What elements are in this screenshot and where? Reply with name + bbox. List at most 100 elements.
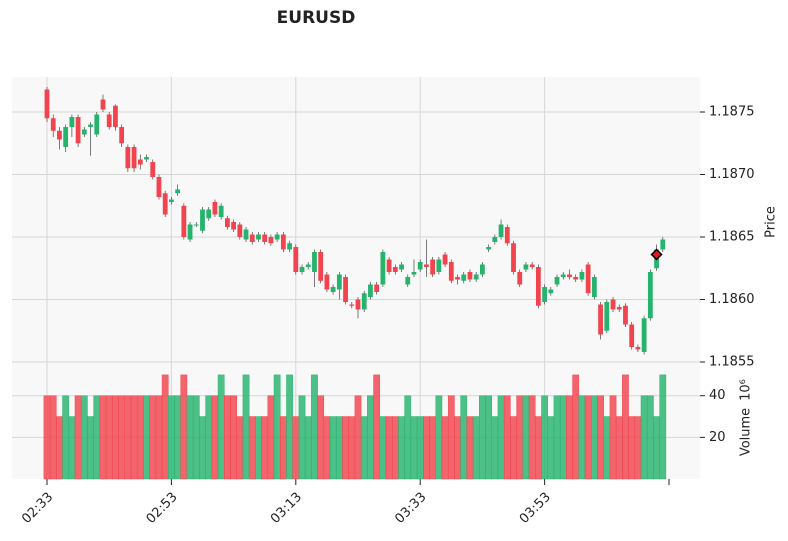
volume-bar <box>584 395 592 480</box>
volume-bar <box>634 416 642 480</box>
candle-body <box>343 277 348 302</box>
volume-bar <box>479 395 486 480</box>
candle-body <box>573 277 579 280</box>
candle-body <box>268 237 274 244</box>
volume-bar <box>541 395 548 480</box>
candle-body <box>567 274 572 277</box>
candle-body <box>511 243 516 272</box>
candle-body <box>486 247 492 250</box>
candle-body <box>554 277 560 285</box>
candle-body <box>616 307 622 310</box>
volume-bar <box>242 374 250 480</box>
candle-body <box>560 274 566 277</box>
volume-bar <box>62 395 70 480</box>
candle-body <box>430 259 436 275</box>
volume-bar <box>211 395 219 480</box>
volume-bar <box>497 395 505 480</box>
volume-bar <box>174 395 181 480</box>
volume-bar <box>360 416 368 480</box>
volume-exponent: 10⁶ <box>739 379 754 401</box>
volume-bar <box>566 395 573 480</box>
candle-body <box>224 218 230 227</box>
candle-body <box>81 129 87 135</box>
candle-body <box>162 193 168 215</box>
candle-body <box>50 118 56 131</box>
candle-body <box>75 117 81 144</box>
candle-body <box>262 234 268 242</box>
candle-body <box>411 272 417 275</box>
volume-bar <box>143 395 150 480</box>
volume-bar <box>578 395 586 480</box>
volume-bar <box>323 416 331 480</box>
candle-body <box>249 234 255 242</box>
candle-body <box>336 274 342 290</box>
volume-bar <box>304 416 312 480</box>
x-tick-label: 03:33 <box>392 490 429 527</box>
candle-body <box>57 130 62 140</box>
volume-bar <box>646 395 654 480</box>
candle-body <box>424 264 429 267</box>
volume-bar <box>186 395 194 480</box>
candle-body <box>150 162 156 177</box>
volume-bar <box>410 416 418 480</box>
candle-body <box>44 89 50 119</box>
volume-bar <box>367 395 374 480</box>
candle-body <box>156 177 162 197</box>
volume-bar <box>653 416 660 480</box>
volume-bar <box>68 416 76 480</box>
candle-body <box>598 304 603 335</box>
volume-bar <box>472 416 480 480</box>
candle-body <box>492 237 498 242</box>
volume-bar <box>248 416 256 480</box>
candle-body <box>629 324 635 347</box>
candle-body <box>535 267 541 306</box>
volume-bar <box>124 395 132 480</box>
volume-bar <box>161 374 169 480</box>
y-tick-label: 1.1860 <box>709 292 755 307</box>
volume-bar <box>416 416 424 480</box>
candle-body <box>355 299 361 310</box>
candle-body <box>647 272 653 319</box>
candle-body <box>579 272 585 280</box>
volume-bar <box>466 416 474 480</box>
candle-body <box>100 99 106 110</box>
volume-bar <box>93 395 101 480</box>
candle-body <box>529 264 535 267</box>
chart-title: EURUSD <box>277 8 356 28</box>
volume-bar <box>99 395 107 480</box>
candle-body <box>305 264 311 267</box>
volume-bar <box>74 395 82 480</box>
candle-body <box>94 114 100 135</box>
volume-bar <box>87 416 94 480</box>
volume-bar <box>149 395 157 480</box>
volume-bar <box>298 395 306 480</box>
candle-body <box>548 289 554 294</box>
volume-bar <box>441 416 449 480</box>
volume-axis-label: Volume <box>739 408 754 456</box>
candle-body <box>442 254 448 265</box>
candle-body <box>517 272 523 285</box>
candle-body <box>299 267 305 272</box>
volume-bar <box>447 395 455 480</box>
candle-body <box>280 234 286 250</box>
candle-body <box>187 224 193 240</box>
volume-bar <box>454 416 461 480</box>
volume-bar <box>423 416 430 480</box>
candle-body <box>106 114 112 127</box>
y-axis-label: Price <box>764 206 779 238</box>
candle-body <box>193 224 199 226</box>
volume-tick-label: 20 <box>709 430 726 445</box>
marker <box>650 248 663 261</box>
volume-bar <box>192 395 200 480</box>
candle-body <box>330 287 336 292</box>
volume-bar <box>261 416 269 480</box>
candle-body <box>349 304 355 306</box>
candle-body <box>113 105 118 127</box>
volume-bar <box>398 416 405 480</box>
volume-bar <box>559 395 567 480</box>
candle-body <box>585 264 591 294</box>
volume-bar <box>385 416 393 480</box>
volume-bar <box>255 416 262 480</box>
volume-bar <box>429 416 436 480</box>
